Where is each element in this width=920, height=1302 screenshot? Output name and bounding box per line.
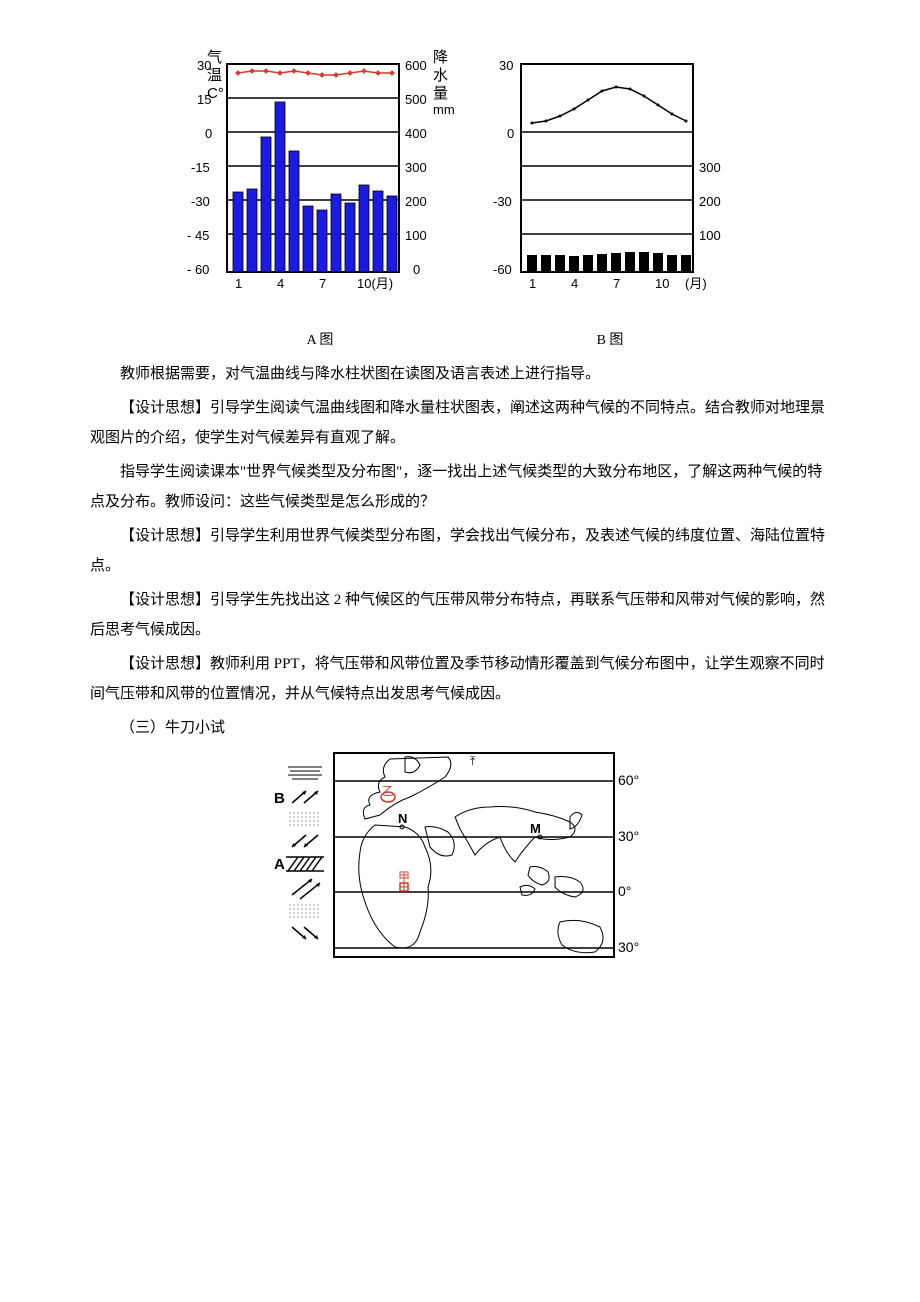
chart-a-label: A 图	[185, 327, 455, 355]
chart-a-rtick-400: 400	[405, 126, 427, 141]
chart-b-xtick-1: 1	[529, 276, 536, 291]
chart-a-rtick-200: 200	[405, 194, 427, 209]
chart-b-cell: 30 0 -30 -60 300 200 100	[485, 40, 735, 355]
chart-a-cell: 气 温 C° 30 15 0 -15 -30 - 45 - 60 降 水 量 m…	[185, 40, 455, 355]
chart-a-right-title-4: mm	[433, 102, 455, 117]
chart-b-xtick-month: (月)	[685, 276, 707, 291]
legend-column: B A	[274, 765, 324, 939]
chart-a-ltick-15: 15	[197, 92, 211, 107]
chart-a-xtick-1: 1	[235, 276, 242, 291]
paragraph-3: 指导学生阅读课本"世界气候类型及分布图"，逐一找出上述气候类型的大致分布地区，了…	[90, 457, 830, 517]
world-map-svg: B A	[270, 747, 650, 972]
chart-a-right-title-2: 水	[433, 67, 448, 84]
chart-a-ltick-n60: - 60	[187, 262, 209, 277]
lat-label-60: 60°	[618, 772, 639, 788]
chart-a-right-title-3: 量	[433, 85, 448, 102]
paragraph-2: 【设计思想】引导学生阅读气温曲线图和降水量柱状图表，阐述这两种气候的不同特点。结…	[90, 393, 830, 453]
chart-b-plot-border	[521, 64, 693, 272]
paragraph-4: 【设计思想】引导学生利用世界气候类型分布图，学会找出气候分布，及表述气候的纬度位…	[90, 521, 830, 581]
lat-label-30n: 30°	[618, 828, 639, 844]
chart-a-ltick-n30: -30	[191, 194, 210, 209]
chart-b-xtick-4: 4	[571, 276, 578, 291]
chart-a-ltick-0: 0	[205, 126, 212, 141]
climate-charts-row: 气 温 C° 30 15 0 -15 -30 - 45 - 60 降 水 量 m…	[90, 40, 830, 355]
chart-a-ltick-30: 30	[197, 58, 211, 73]
chart-a-xtick-10: 10(月)	[357, 276, 393, 291]
section-heading: （三）牛刀小试	[90, 713, 830, 743]
world-map-figure: B A	[90, 747, 830, 983]
chart-a-ltick-n15: -15	[191, 160, 210, 175]
chart-a-rtick-100: 100	[405, 228, 427, 243]
chart-a-xtick-7: 7	[319, 276, 326, 291]
chart-b-xtick-10: 10	[655, 276, 669, 291]
map-north-indicator: ⤒	[470, 754, 476, 768]
lat-label-0: 0°	[618, 883, 631, 899]
map-label-M: M	[530, 821, 541, 836]
chart-a-rtick-300: 300	[405, 160, 427, 175]
chart-a-ltick-n45: - 45	[187, 228, 209, 243]
chart-b-ltick-n60: -60	[493, 262, 512, 277]
paragraph-6: 【设计思想】教师利用 PPT，将气压带和风带位置及季节移动情形覆盖到气候分布图中…	[90, 649, 830, 709]
map-label-B: B	[274, 790, 285, 807]
chart-a-xtick-4: 4	[277, 276, 284, 291]
chart-b-xtick-7: 7	[613, 276, 620, 291]
map-label-N: N	[398, 811, 407, 826]
chart-a-right-title-1: 降	[433, 49, 448, 66]
map-label-yi: 乙	[382, 784, 394, 798]
map-label-jia: 甲	[398, 870, 410, 884]
map-label-A: A	[274, 856, 285, 873]
chart-a-rtick-500: 500	[405, 92, 427, 107]
chart-b-rtick-100: 100	[699, 228, 721, 243]
chart-b-label: B 图	[485, 327, 735, 355]
chart-a-rtick-600: 600	[405, 58, 427, 73]
chart-b-rtick-300: 300	[699, 160, 721, 175]
chart-b-ltick-n30: -30	[493, 194, 512, 209]
chart-b-svg: 30 0 -30 -60 300 200 100	[485, 40, 735, 310]
chart-a-rtick-0: 0	[413, 262, 420, 277]
paragraph-1: 教师根据需要，对气温曲线与降水柱状图在读图及语言表述上进行指导。	[90, 359, 830, 389]
chart-b-ltick-0: 0	[507, 126, 514, 141]
lat-label-30s: 30°	[618, 939, 639, 955]
chart-a-svg: 气 温 C° 30 15 0 -15 -30 - 45 - 60 降 水 量 m…	[185, 40, 455, 310]
paragraph-5: 【设计思想】引导学生先找出这 2 种气候区的气压带风带分布特点，再联系气压带和风…	[90, 585, 830, 645]
chart-b-rtick-200: 200	[699, 194, 721, 209]
chart-b-ltick-30: 30	[499, 58, 513, 73]
